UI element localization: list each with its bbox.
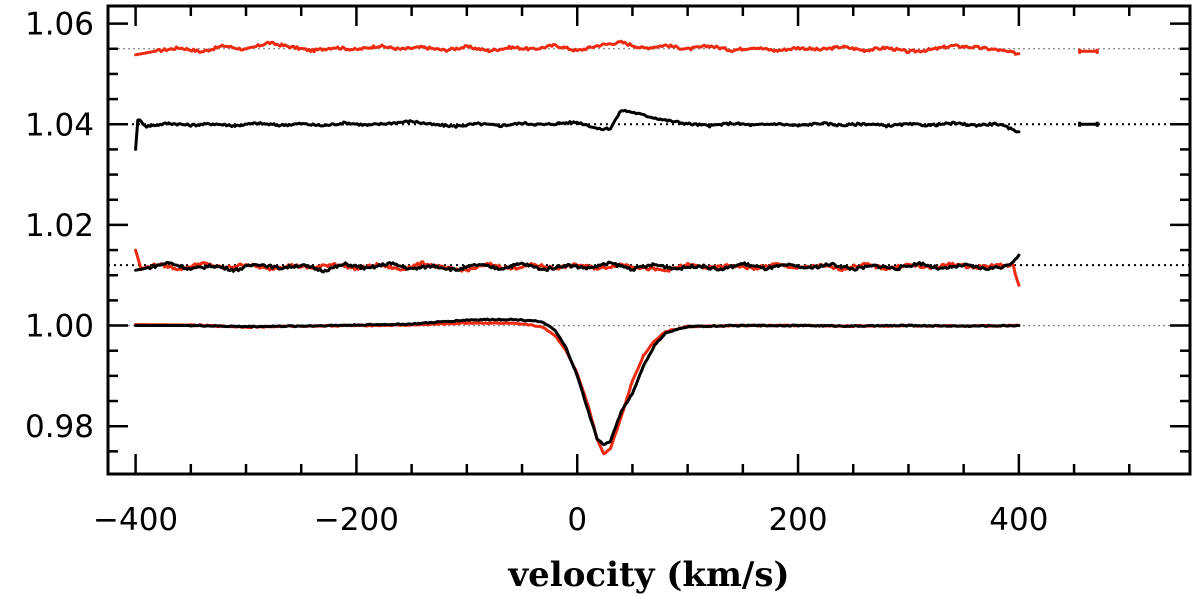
errorbar-black [1078, 121, 1099, 127]
x-tick-labels: −400 −200 0 200 400 [93, 502, 1048, 538]
x-tick-label: −200 [314, 502, 399, 538]
series-line-stokes-v-black [134, 108, 1021, 151]
series-line-null-black [134, 253, 1021, 274]
y-tick-labels: 0.98 1.00 1.02 1.04 1.06 [25, 7, 94, 446]
x-tick-label: 400 [989, 502, 1048, 538]
x-axis-title: velocity (km/s) [507, 555, 789, 595]
errorbar-red [1078, 48, 1099, 54]
error-bars [1078, 48, 1099, 127]
x-tick-label: −400 [93, 502, 178, 538]
y-tick-label: 1.02 [25, 208, 94, 244]
plot-frame [106, 4, 1192, 476]
y-tick-label: 1.06 [25, 7, 94, 43]
axis-ticks [108, 6, 1190, 474]
series-group [134, 39, 1021, 456]
y-tick-label: 1.00 [25, 309, 94, 345]
y-tick-label: 1.04 [25, 107, 94, 143]
series-line-stokes-i-red [134, 321, 1021, 456]
reference-lines [108, 48, 1190, 327]
series-line-stokes-i-black [134, 317, 1021, 447]
x-tick-label: 200 [768, 502, 827, 538]
series-line-stokes-v-red [134, 39, 1021, 57]
y-tick-label: 0.98 [25, 409, 94, 445]
x-tick-label: 0 [567, 502, 587, 538]
